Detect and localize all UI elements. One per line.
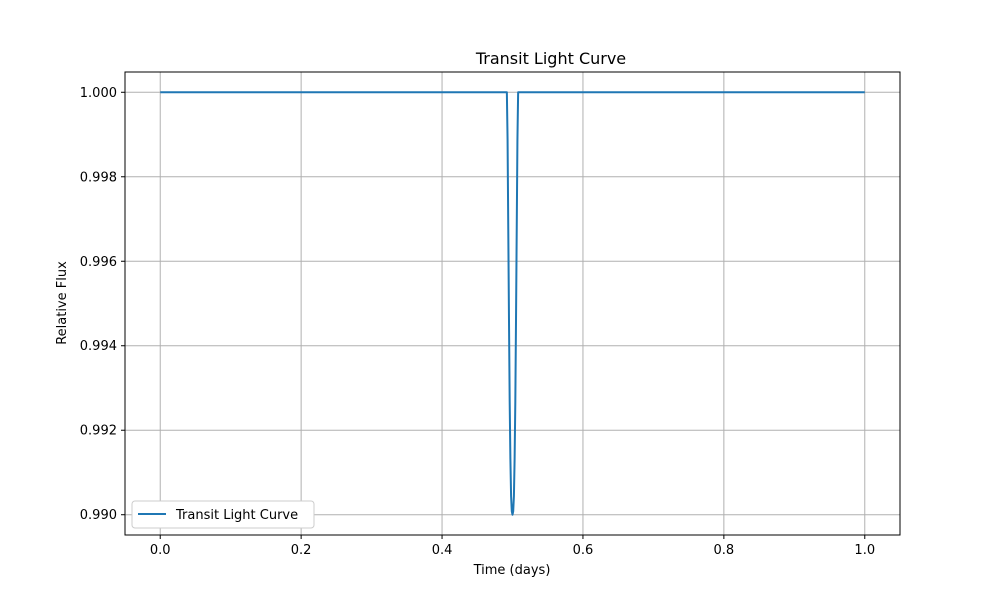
y-tick-label: 0.994	[80, 339, 117, 354]
x-tick-label: 0.2	[291, 543, 312, 558]
x-tick-label: 1.0	[854, 543, 875, 558]
x-axis-label: Time (days)	[473, 563, 551, 578]
chart-title: Transit Light Curve	[475, 49, 626, 68]
legend-box	[131, 500, 315, 529]
y-tick-label: 0.996	[80, 255, 117, 270]
ticks-layer: 0.0 0.2 0.4 0.6 0.8 1.0 0.990 0.992 0.994 0.996 0.…	[80, 86, 875, 558]
legend-label: Transit Light Curve	[175, 508, 298, 523]
series-layer	[160, 91, 865, 516]
y-tick-label: 0.992	[80, 424, 117, 439]
plot-area-frame	[124, 71, 901, 536]
x-tick-label: 0.0	[150, 543, 171, 558]
y-axis-label: Relative Flux	[55, 261, 70, 345]
y-tick-label: 0.998	[80, 170, 117, 185]
x-tick-label: 0.4	[432, 543, 453, 558]
x-tick-label: 0.6	[573, 543, 594, 558]
series-line-transit-light-curve	[160, 91, 865, 516]
grid-layer	[125, 72, 900, 535]
y-tick-label: 0.990	[80, 508, 117, 523]
legend: Transit Light Curve	[131, 500, 315, 529]
x-tick-label: 0.8	[714, 543, 735, 558]
y-tick-label: 1.000	[80, 86, 117, 101]
